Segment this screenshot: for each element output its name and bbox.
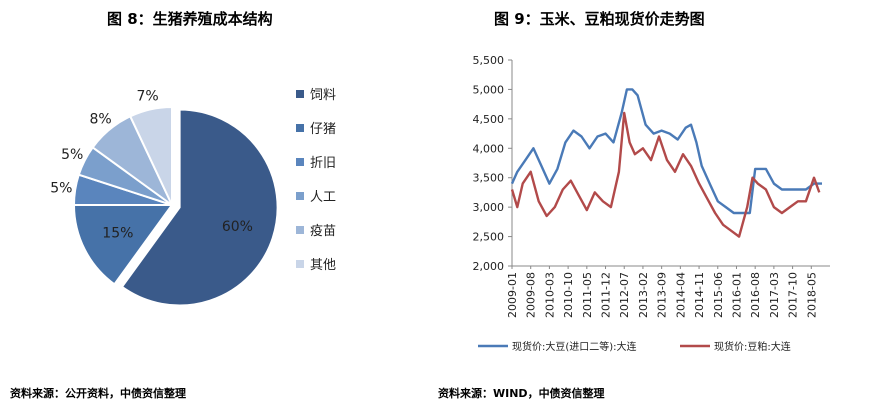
pie-data-label-6: 7% [136, 89, 158, 105]
y-tick-label-1: 2,000 [473, 260, 505, 273]
pie-data-label-4: 5% [61, 147, 83, 163]
pie-data-label-5: 8% [89, 112, 111, 128]
pie-slice-1 [120, 108, 279, 307]
pie-data-label-1: 60% [222, 219, 253, 235]
line-chart: 2,000 2,500 3,000 3,500 4,000 4,500 5,000 5,500… [473, 54, 830, 353]
pie-legend-label-1: 饲料 [310, 88, 336, 103]
pie-slice-2 [72, 204, 174, 286]
x-tick-label-13: 2016-01 [730, 272, 743, 318]
pie-data-label-3: 5% [50, 180, 72, 196]
x-tick-label-11: 2014-11 [693, 272, 706, 318]
x-tick-label-12: 2015-06 [712, 272, 725, 318]
pie-data-label-2: 15% [102, 226, 133, 242]
x-tick-label-3: 2010-03 [543, 272, 556, 318]
right-source-note: 资料来源：WIND，中债资信整理 [438, 387, 605, 400]
line-chart-title: 图 9：玉米、豆粕现货价走势图 [494, 10, 705, 28]
x-tick-label-6: 2011-12 [600, 272, 613, 318]
pie-legend-swatch-4 [296, 192, 304, 200]
x-tick-label-17: 2018-05 [805, 272, 818, 318]
series-line-2 [510, 111, 821, 238]
x-tick-label-9: 2013-09 [656, 272, 669, 318]
x-tick-label-15: 2017-03 [768, 272, 781, 318]
x-tick-label-7: 2012-07 [618, 272, 631, 318]
x-tick-label-16: 2017-10 [787, 272, 800, 318]
pie-legend-label-6: 其他 [310, 258, 336, 273]
pie-legend-label-4: 人工 [310, 190, 336, 205]
pie-legend-swatch-6 [296, 260, 304, 268]
y-tick-label-8: 5,500 [473, 54, 505, 67]
x-tick-label-1: 2009-01 [506, 272, 519, 318]
y-tick-label-6: 4,500 [473, 113, 505, 126]
pie-legend-label-2: 仔猪 [310, 122, 336, 137]
x-tick-label-10: 2014-04 [674, 272, 687, 318]
y-tick-label-3: 3,000 [473, 201, 505, 214]
y-tick-label-7: 5,000 [473, 83, 505, 96]
y-tick-label-4: 3,500 [473, 172, 505, 185]
x-tick-label-5: 2011-05 [581, 272, 594, 318]
pie-legend-label-3: 折旧 [310, 156, 336, 171]
pie-chart-title: 图 8：生猪养殖成本结构 [107, 10, 273, 28]
pie-legend-label-5: 疫苗 [310, 223, 336, 239]
x-tick-label-4: 2010-10 [562, 272, 575, 318]
pie-legend-swatch-3 [296, 158, 304, 166]
pie-legend-swatch-5 [296, 226, 304, 234]
pie-legend-swatch-1 [296, 90, 304, 98]
pie-legend-swatch-2 [296, 124, 304, 132]
y-tick-label-5: 4,000 [473, 142, 505, 155]
right-panel: 图 9：玉米、豆粕现货价走势图 2,000 2,500 3,000 3,500 4,00… [436, 0, 872, 416]
line-legend-label-2: 现货价:豆粕:大连 [714, 340, 791, 353]
left-source-note: 资料来源：公开资料，中债资信整理 [10, 387, 186, 400]
left-panel: 图 8：生猪养殖成本结构 60% 15% 5% 5% 8% 7% 饲料 仔猪 折旧 人工 疫苗 其他 … [10, 10, 336, 400]
line-legend-label-1: 现货价:大豆(进口二等):大连 [512, 340, 637, 353]
series-line-1 [510, 88, 822, 215]
y-tick-label-2: 2,500 [473, 231, 505, 244]
pie-slice-6 [128, 105, 173, 206]
x-tick-label-2: 2009-08 [525, 272, 538, 318]
x-tick-label-8: 2013-02 [637, 272, 650, 318]
x-tick-label-14: 2016-08 [749, 272, 762, 318]
